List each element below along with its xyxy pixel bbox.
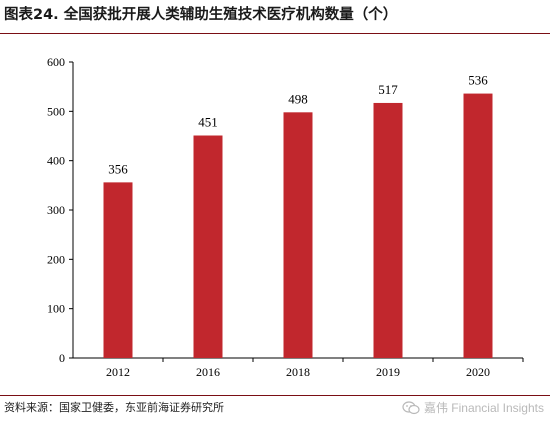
y-tick-label: 300 [47,203,65,217]
y-tick-label: 400 [47,154,65,168]
data-label: 498 [288,91,308,106]
y-tick-label: 500 [47,104,65,118]
bar [103,182,133,358]
x-tick-label: 2012 [106,365,130,379]
data-label: 517 [378,82,398,97]
bar [283,112,313,358]
wechat-icon [402,401,420,415]
data-label: 356 [108,161,128,176]
footer-rule [0,395,550,396]
x-tick-label: 2020 [466,365,490,379]
title-rule [0,33,550,34]
bar [193,135,223,358]
watermark-text: 嘉伟 Financial Insights [423,401,544,415]
bar [463,93,493,358]
x-tick-label: 2018 [286,365,310,379]
figure-title: 图表24. 全国获批开展人类辅助生殖技术医疗机构数量（个） [4,7,398,23]
y-tick-label: 100 [47,302,65,316]
watermark: 嘉伟 Financial Insights [402,398,544,418]
x-tick-label: 2019 [376,365,400,379]
y-tick-label: 600 [47,55,65,69]
bar-chart: 0 100 200 300 400 500 600 356 2012 451 2016 498 2018… [47,55,524,379]
bar [373,102,403,359]
source-note: 资料来源：国家卫健委，东亚前海证券研究所 [4,401,224,414]
y-tick-label: 0 [59,351,65,365]
y-tick-label: 200 [47,252,65,266]
data-label: 536 [468,73,488,88]
chart-area: 0 100 200 300 400 500 600 356 2012 451 2016 498 2018… [0,38,550,388]
x-tick-label: 2016 [196,365,220,379]
data-label: 451 [198,115,218,130]
